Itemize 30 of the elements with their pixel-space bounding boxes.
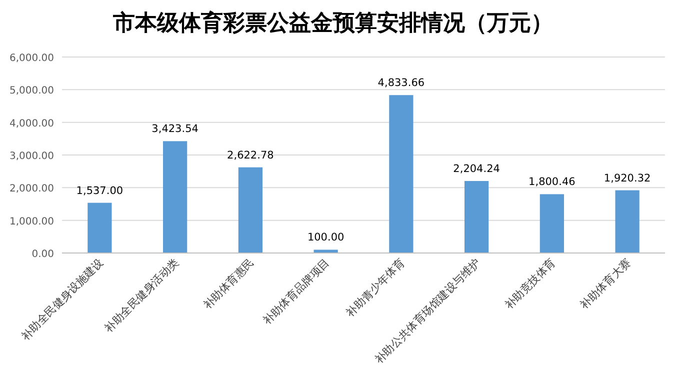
data-label: 100.00 [307,232,344,244]
bar [389,95,414,253]
data-label: 2,204.24 [453,162,500,175]
x-tick-label: 补助体育惠民 [200,256,257,312]
data-label: 2,622.78 [227,149,274,162]
data-label: 3,423.54 [152,123,199,136]
data-label: 1,537.00 [76,184,124,197]
y-tick-label: 6,000.00 [9,53,54,64]
bar [615,190,640,253]
data-label: 4,833.66 [378,77,425,90]
x-tick-label: 补助体育大赛 [578,256,634,312]
y-tick-label: 3,000.00 [9,151,54,162]
bar [314,250,338,253]
data-label: 1,920.32 [604,172,651,184]
y-tick-label: 5,000.00 [9,86,54,97]
x-tick-label: 补助全民健身活动类 [102,256,182,336]
x-tick-label: 补助青少年体育 [344,256,408,320]
y-tick-label: 0.00 [32,249,54,260]
bar [464,180,489,253]
x-tick-label: 补助体育品牌项目 [260,256,332,328]
x-tick-label: 补助竞技体育 [502,256,558,312]
bar [540,194,564,253]
y-tick-label: 1,000.00 [9,216,54,228]
bar [163,141,188,253]
chart-title: 市本级体育彩票公益金预算安排情况（万元） [112,10,553,36]
bar [88,202,112,253]
bar [238,167,262,253]
data-label: 1,800.46 [528,176,576,188]
y-tick-label: 4,000.00 [9,118,54,130]
y-tick-label: 2,000.00 [9,184,54,195]
